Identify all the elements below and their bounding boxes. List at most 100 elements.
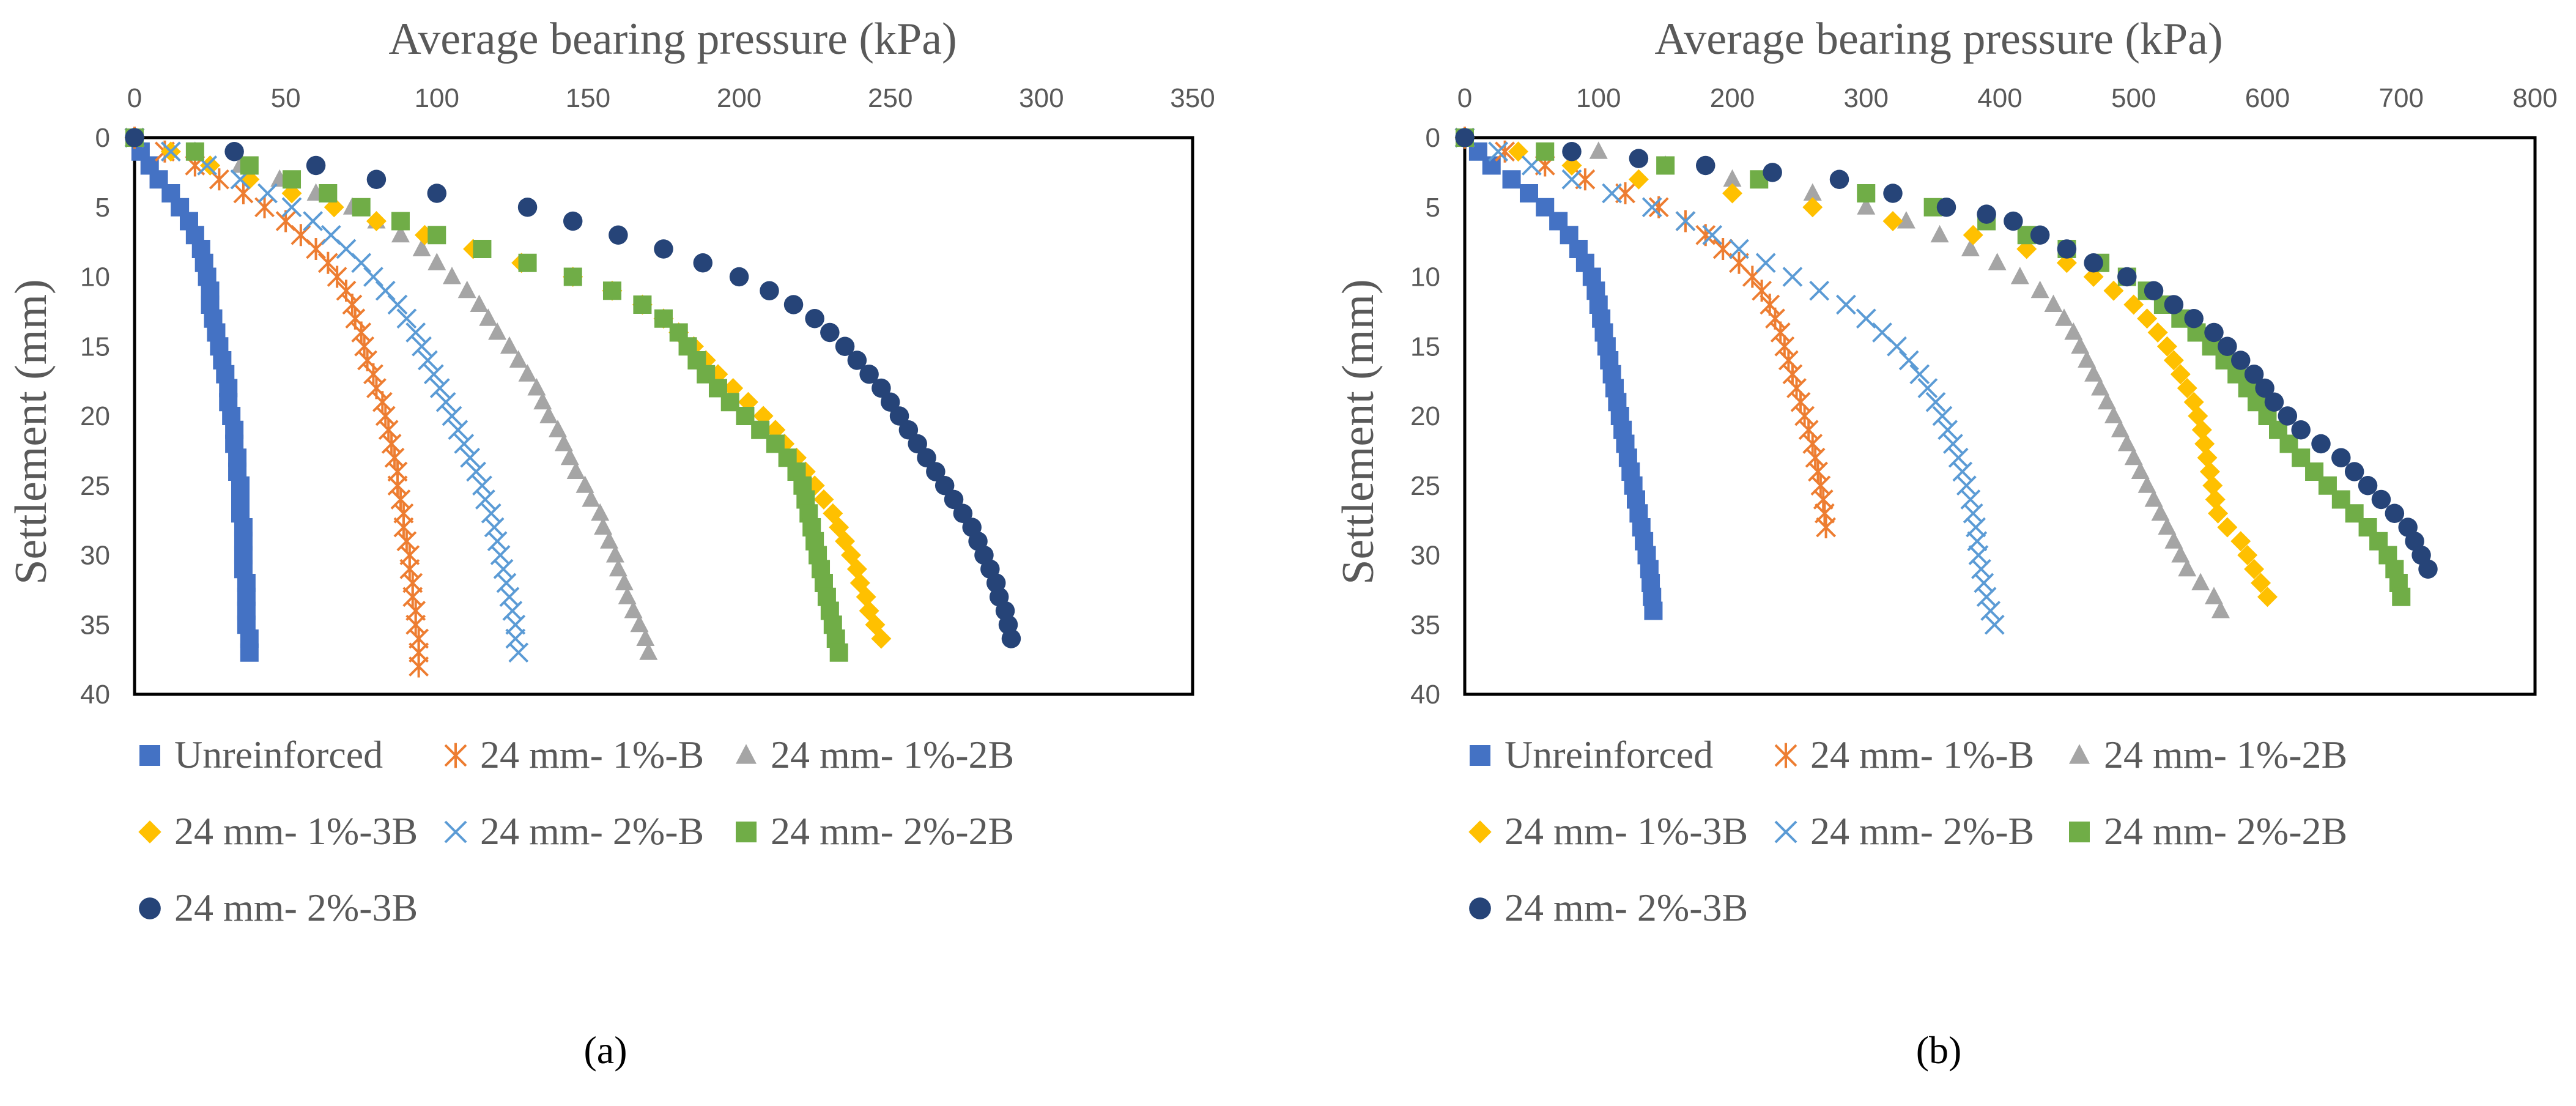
panel-label: (a) [583, 1028, 627, 1072]
data-point [1629, 149, 1649, 168]
data-point [2044, 294, 2063, 312]
legend-marker [2069, 822, 2090, 842]
data-point [160, 141, 181, 162]
legend-label: 24 mm- 2%-3B [174, 886, 418, 929]
data-point [1656, 156, 1675, 175]
data-point [457, 280, 476, 299]
legend-marker [139, 897, 161, 919]
data-point [630, 614, 649, 633]
legend-marker [1469, 897, 1491, 919]
data-point [2291, 420, 2311, 440]
data-point [1755, 253, 1776, 273]
data-point [2071, 336, 2090, 354]
data-point [805, 309, 824, 328]
legend-label: 24 mm- 2%-2B [2104, 809, 2347, 853]
data-point [1644, 601, 1663, 620]
legend-item-24-mm-1pct-b: 24 mm- 1%-B [444, 733, 704, 776]
data-point [488, 322, 507, 340]
data-point [1696, 155, 1715, 176]
data-point [1774, 335, 1795, 358]
data-point [1856, 308, 1876, 329]
data-marks [124, 127, 1021, 678]
data-point [2244, 365, 2264, 384]
data-point [829, 643, 848, 662]
legend-label: 24 mm- 1%-3B [174, 809, 418, 853]
data-point [2197, 447, 2218, 468]
data-point [1984, 614, 2005, 635]
data-point [1562, 142, 1582, 161]
x-tick-label: 800 [2512, 83, 2557, 113]
data-point [880, 392, 900, 412]
y-ticks: 0 5 10 15 20 25 30 35 40 [80, 123, 110, 710]
data-point [442, 406, 462, 426]
data-point [473, 240, 492, 258]
data-point [1932, 406, 1953, 426]
data-point [898, 420, 919, 440]
data-point [846, 559, 867, 579]
x-tick-label: 250 [868, 83, 912, 113]
data-point [1561, 155, 1582, 176]
data-point [693, 253, 713, 273]
legend-label: 24 mm- 1%-B [1810, 733, 2034, 776]
legend-label: 24 mm- 2%-2B [771, 809, 1014, 853]
data-point [618, 587, 637, 604]
data-point [2078, 350, 2097, 368]
chart-panel-b: Average bearing pressure (kPa) Settlemen… [1333, 14, 2558, 1072]
data-point [2137, 475, 2156, 493]
data-point [1938, 420, 1958, 440]
x-tick-label: 100 [415, 83, 459, 113]
data-point [953, 503, 973, 523]
data-point [609, 225, 628, 245]
data-point [352, 198, 371, 217]
data-point [1802, 197, 1823, 218]
legend-marker [1468, 820, 1492, 844]
panel-label: (b) [1916, 1028, 1962, 1072]
data-point [527, 378, 546, 396]
chart-title: Average bearing pressure (kPa) [1654, 14, 2223, 64]
data-point [257, 183, 278, 204]
legend-label: 24 mm- 1%-3B [1505, 809, 1748, 853]
data-point [1829, 169, 1849, 189]
data-point [639, 642, 658, 660]
data-point [1628, 169, 1649, 190]
data-point [582, 489, 601, 507]
data-point [2170, 364, 2191, 385]
data-point [2331, 448, 2351, 467]
data-point [475, 489, 495, 510]
data-point [518, 364, 537, 382]
data-point [563, 211, 583, 231]
data-point [820, 322, 840, 343]
data-point [1770, 321, 1791, 344]
y-tick-label: 15 [80, 332, 110, 362]
data-point [1887, 336, 1907, 357]
data-point [351, 253, 372, 273]
data-point [615, 573, 634, 590]
data-point [460, 447, 481, 468]
legend-label: 24 mm- 2%-3B [1505, 886, 1748, 929]
data-point [1602, 183, 1623, 204]
data-point [306, 155, 326, 176]
data-point [2091, 378, 2110, 396]
data-point [2218, 336, 2237, 356]
data-point [1729, 239, 1749, 259]
data-point [2131, 461, 2150, 479]
series-24-mm-2pct-3b [125, 128, 1021, 648]
data-point [2164, 295, 2184, 314]
legend-item-24-mm-2pct-b: 24 mm- 2%-B [444, 809, 704, 853]
data-point [624, 601, 643, 618]
data-point [1798, 418, 1819, 441]
y-tick-label: 5 [1426, 193, 1440, 223]
data-point [466, 461, 486, 482]
data-point [391, 225, 410, 243]
y-tick-label: 40 [1410, 680, 1440, 710]
data-point [2177, 378, 2197, 398]
data-point [835, 336, 855, 356]
data-point [1712, 238, 1733, 260]
data-point [2191, 420, 2212, 440]
data-point [560, 447, 579, 466]
data-point [2111, 420, 2130, 437]
data-point [2117, 434, 2136, 451]
legend-item-unreinforced: Unreinforced [139, 733, 383, 776]
data-point [1952, 461, 1973, 482]
